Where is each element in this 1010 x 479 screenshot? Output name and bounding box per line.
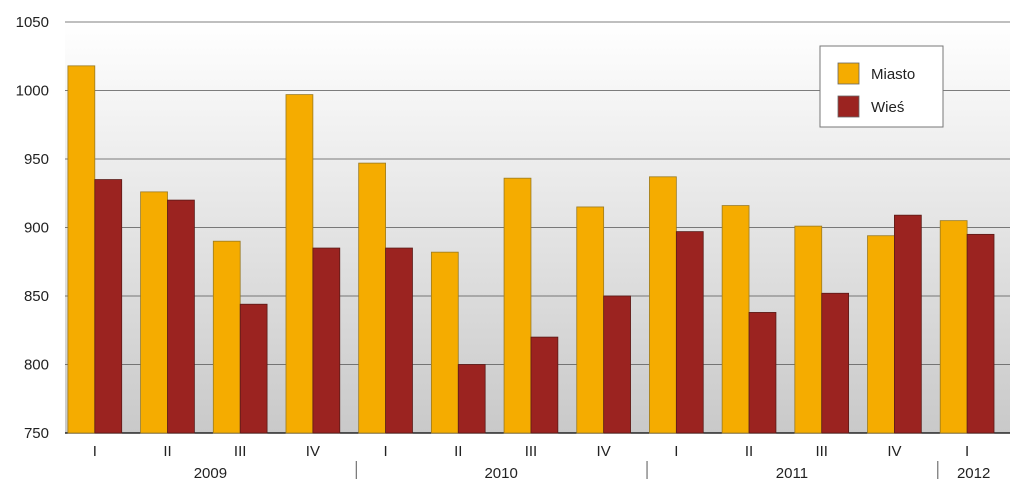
x-tick-label: II	[163, 443, 171, 460]
x-tick-label: III	[234, 443, 247, 460]
bar-miasto	[649, 176, 677, 434]
bar-wies	[603, 295, 631, 434]
bar-miasto	[721, 205, 750, 434]
bar-wies	[457, 364, 486, 434]
x-tick-label: IV	[887, 443, 901, 460]
bar-wies	[530, 336, 559, 434]
bar-wies	[894, 214, 922, 434]
bar-miasto	[430, 251, 459, 434]
y-tick-label: 850	[24, 288, 49, 305]
legend-label-miasto: Miasto	[871, 66, 915, 83]
bar-wies	[94, 179, 123, 434]
group-label: 2010	[484, 465, 517, 479]
x-tick-label: I	[93, 443, 97, 460]
legend-swatch-wies	[837, 95, 860, 118]
bar-wies	[675, 231, 704, 434]
x-tick-label: II	[745, 443, 753, 460]
bar-miasto	[503, 177, 532, 434]
bar-miasto	[939, 220, 968, 434]
bar-miasto	[576, 206, 605, 434]
bar-wies	[312, 247, 341, 434]
bars	[67, 65, 995, 434]
x-tick-label: III	[815, 443, 828, 460]
group-label: 2011	[776, 465, 808, 479]
bar-miasto	[212, 240, 241, 434]
bar-miasto	[794, 225, 823, 434]
x-tick-label: I	[965, 443, 969, 460]
group-label: 2009	[194, 465, 227, 479]
y-tick-label: 750	[24, 425, 49, 442]
y-tick-label: 1000	[16, 83, 49, 100]
bar-wies	[748, 312, 777, 434]
y-tick-label: 950	[24, 151, 49, 168]
bar-wies	[239, 303, 268, 434]
bar-wies	[821, 292, 850, 434]
bar-miasto	[140, 191, 168, 434]
bar-miasto	[285, 94, 314, 434]
bar-miasto	[67, 65, 96, 434]
y-axis-labels: 750 800 850 900 950 1000 1050	[16, 14, 49, 442]
bar-wies	[966, 233, 995, 434]
legend: Miasto Wieś	[819, 45, 944, 128]
y-tick-label: 900	[24, 220, 49, 237]
bar-miasto	[867, 235, 895, 434]
legend-label-wies: Wieś	[871, 99, 904, 116]
x-tick-label: II	[454, 443, 462, 460]
group-label: 2012	[957, 465, 990, 479]
bar-wies	[385, 247, 413, 434]
x-tick-label: I	[383, 443, 387, 460]
x-tick-label: IV	[306, 443, 320, 460]
legend-swatch-miasto	[837, 62, 860, 85]
y-tick-label: 800	[24, 357, 49, 374]
x-tick-label: III	[525, 443, 538, 460]
bar-miasto	[358, 162, 386, 434]
x-tick-label: IV	[597, 443, 611, 460]
bar-wies	[167, 199, 195, 434]
y-tick-label: 1050	[16, 14, 49, 31]
x-tick-label: I	[674, 443, 678, 460]
